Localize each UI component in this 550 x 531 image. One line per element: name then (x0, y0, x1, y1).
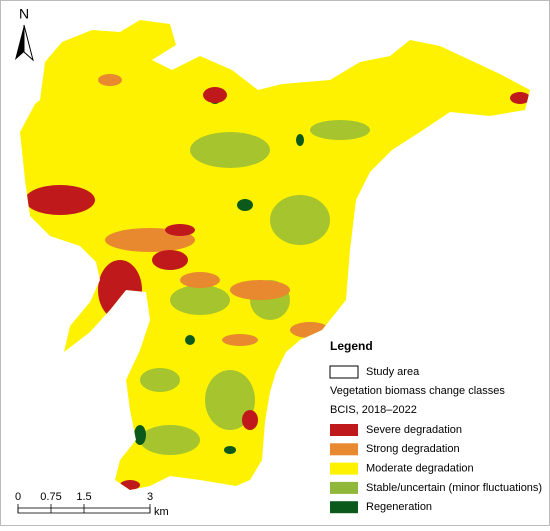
scale-bar: 0 0.75 1.5 3km (15, 491, 169, 518)
scale-label: 0.75 (40, 491, 61, 503)
legend-swatch (330, 424, 358, 436)
legend-swatch (330, 481, 358, 494)
legend-swatch (330, 443, 358, 456)
scale-unit: km (154, 506, 169, 518)
legend: Legend Study area Vegetation biomass cha… (329, 339, 542, 514)
scale-label: 1.5 (76, 491, 91, 503)
scale-label: 3 (147, 491, 153, 503)
legend-label: Stable/uncertain (minor fluctuations) (366, 482, 542, 494)
north-label: N (19, 6, 29, 22)
study-area-label: Study area (366, 366, 420, 378)
legend-title: Legend (330, 339, 373, 353)
north-arrow: N (15, 6, 34, 62)
legend-label: Strong degradation (366, 443, 460, 455)
legend-label: Regeneration (366, 501, 432, 513)
legend-subtitle: BCIS, 2018–2022 (330, 404, 417, 416)
study-area-swatch (329, 365, 359, 379)
scale-label: 0 (15, 491, 21, 503)
legend-swatch (330, 462, 358, 475)
legend-label: Severe degradation (366, 424, 462, 436)
legend-label: Moderate degradation (366, 463, 474, 475)
legend-subtitle: Vegetation biomass change classes (330, 385, 505, 397)
legend-swatch (330, 501, 358, 514)
